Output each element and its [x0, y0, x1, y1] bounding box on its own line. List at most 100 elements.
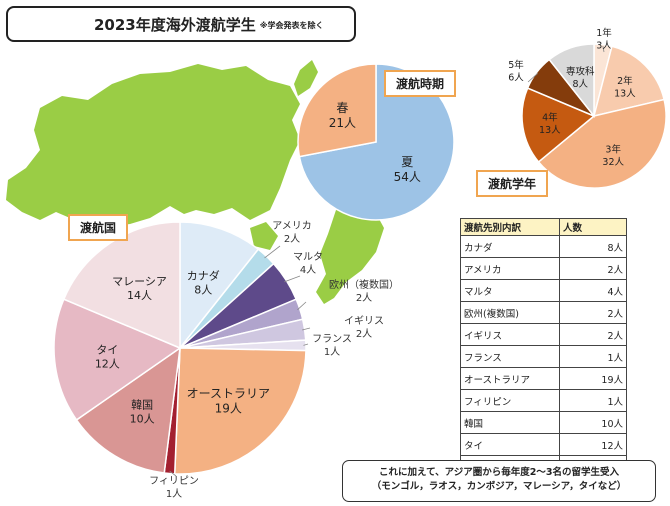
- map-landmass: [6, 64, 300, 238]
- slice-label: 夏: [401, 155, 413, 169]
- table-cell-count: 10人: [559, 411, 627, 434]
- slice-value-label: 32人: [602, 157, 624, 168]
- slice-label: マルタ: [293, 251, 323, 263]
- slice-value-label: 13人: [539, 125, 561, 136]
- slice-label: 5年: [508, 59, 524, 71]
- leader-line: [302, 327, 311, 331]
- pie-slice: [537, 98, 667, 189]
- table-header-cell: 人数: [559, 218, 627, 236]
- leader-line: [602, 45, 605, 53]
- table-cell-count: 2人: [559, 323, 627, 346]
- slice-value-label: 19人: [215, 401, 242, 415]
- table-cell-count: 4人: [559, 279, 627, 302]
- slice-label: 2年: [617, 75, 633, 87]
- slice-value-label: 10人: [130, 413, 155, 426]
- leader-line: [527, 73, 539, 83]
- map-southeast-islands: [250, 222, 278, 250]
- table-cell-destination: フランス: [460, 345, 560, 368]
- title-note: ※学会発表を除く: [259, 21, 324, 30]
- year-label: 渡航学年: [476, 170, 549, 197]
- pie-slice: [75, 346, 181, 474]
- pie-slice: [173, 347, 307, 475]
- destination-table: 渡航先別内訳 人数 カナダ 8人 アメリカ 2人 マルタ 4人 欧州(複数国) 2人 イギリス 2…: [460, 218, 627, 478]
- table-row: フィリピン 1人: [460, 389, 627, 412]
- slice-value-label: 4人: [300, 264, 316, 276]
- period-label: 渡航時期: [384, 70, 457, 97]
- pie-slice: [53, 298, 182, 421]
- leader-line: [169, 470, 177, 477]
- pie-slice: [179, 221, 260, 351]
- slice-value-label: 21人: [329, 116, 356, 130]
- slice-value-label: 13人: [614, 88, 636, 99]
- leader-line: [297, 301, 307, 311]
- table-row: 韓国 10人: [460, 411, 627, 434]
- slice-value-label: 8人: [572, 79, 588, 90]
- note-line-1: これに加えて、アジア圏から毎年度2～3名の留学生受入: [379, 467, 619, 478]
- table-cell-destination: 欧州(複数国): [460, 301, 560, 324]
- slice-label: 1年: [596, 27, 612, 39]
- slice-label: タイ: [96, 344, 118, 357]
- table-cell-count: 8人: [559, 235, 627, 258]
- table-row: フランス 1人: [460, 345, 627, 368]
- slice-value-label: 6人: [508, 73, 524, 84]
- table-row: カナダ 8人: [460, 235, 627, 258]
- world-map-shape: [6, 60, 414, 304]
- slice-value-label: 3人: [596, 41, 612, 52]
- table-cell-destination: アメリカ: [460, 257, 560, 280]
- map-japan: [294, 60, 318, 96]
- map-australia: [316, 196, 384, 304]
- slice-value-label: 14人: [127, 289, 152, 302]
- table-cell-count: 2人: [559, 301, 627, 324]
- table-header-row: 渡航先別内訳 人数: [460, 218, 627, 236]
- slice-value-label: 1人: [166, 488, 182, 500]
- table-cell-destination: タイ: [460, 433, 560, 456]
- table-cell-destination: カナダ: [460, 235, 560, 258]
- slice-label: カナダ: [187, 268, 220, 282]
- note-box: これに加えて、アジア圏から毎年度2～3名の留学生受入 （モンゴル，ラオス，カンボ…: [342, 460, 656, 502]
- slice-value-label: 1人: [324, 346, 340, 358]
- pie-slice: [297, 63, 377, 158]
- country-label: 渡航国: [68, 214, 129, 241]
- table-cell-destination: 韓国: [460, 411, 560, 434]
- table-cell-destination: オーストラリア: [460, 367, 560, 390]
- table-row: イギリス 2人: [460, 323, 627, 346]
- title-box: 2023年度海外渡航学生 ※学会発表を除く: [6, 6, 356, 42]
- slice-label: マレーシア: [112, 275, 167, 288]
- slice-label: 4年: [542, 112, 558, 124]
- slice-label: アメリカ: [272, 220, 312, 232]
- pie-slice: [548, 43, 595, 119]
- table-header-cell: 渡航先別内訳: [460, 218, 560, 236]
- table-row: オーストラリア 19人: [460, 367, 627, 390]
- pie-slice: [62, 221, 181, 350]
- page-title: 2023年度海外渡航学生: [94, 15, 256, 34]
- slice-value-label: 8人: [194, 283, 212, 296]
- slice-label: 韓国: [131, 399, 153, 412]
- slice-value-label: 2人: [284, 233, 300, 245]
- slice-label: フィリピン: [149, 475, 199, 487]
- pie-slice: [592, 45, 665, 118]
- table-row: アメリカ 2人: [460, 257, 627, 280]
- table-cell-count: 1人: [559, 389, 627, 412]
- table-row: タイ 12人: [460, 433, 627, 456]
- slice-label: フランス: [312, 333, 352, 345]
- table-cell-destination: マルタ: [460, 279, 560, 302]
- leader-line: [284, 275, 301, 283]
- slice-label: 3年: [605, 144, 621, 156]
- slice-value-label: 2人: [356, 292, 372, 304]
- table-row: マルタ 4人: [460, 279, 627, 302]
- pie-country: カナダ8人アメリカ2人マルタ4人欧州（複数国）2人イギリス2人フランス1人オース…: [53, 220, 399, 500]
- slice-label: 欧州（複数国）: [329, 278, 399, 291]
- table-cell-count: 19人: [559, 367, 627, 390]
- leader-line: [264, 245, 281, 259]
- slice-label: イギリス: [344, 315, 384, 327]
- table-cell-count: 2人: [559, 257, 627, 280]
- slice-label: 専攻科: [566, 66, 595, 78]
- slice-value-label: 12人: [95, 358, 120, 371]
- pie-slice: [521, 87, 596, 163]
- table-cell-count: 1人: [559, 345, 627, 368]
- note-line-2: （モンゴル，ラオス，カンボジア，マレーシア，タイなど）: [371, 481, 627, 492]
- leader-line: [303, 343, 309, 346]
- slice-label: 春: [336, 101, 348, 115]
